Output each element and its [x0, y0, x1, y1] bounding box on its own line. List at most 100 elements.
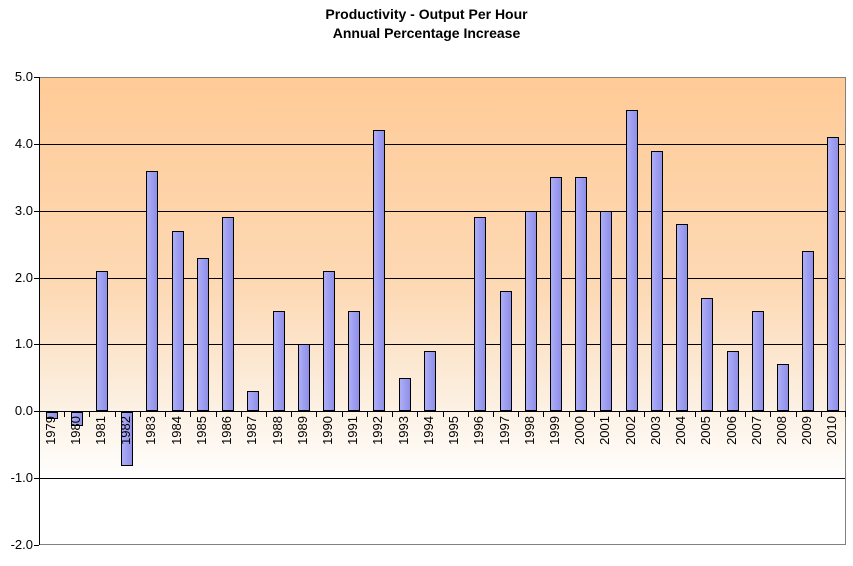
x-axis-label-2003: 2003	[647, 416, 663, 446]
x-axis-tick	[442, 412, 444, 418]
x-axis-tick	[845, 412, 846, 418]
x-axis-label-1989: 1989	[294, 416, 310, 446]
bar-1981	[96, 270, 109, 412]
bar-1979	[45, 412, 58, 419]
bar-2006	[726, 351, 739, 412]
x-axis-label-1994: 1994	[420, 416, 436, 446]
x-axis-tick	[492, 412, 494, 418]
x-axis-tick	[694, 412, 696, 418]
bar-1988	[272, 311, 285, 412]
x-axis-label-1993: 1993	[395, 416, 411, 446]
x-axis-label-1984: 1984	[168, 416, 184, 446]
x-axis-tick	[820, 412, 822, 418]
x-axis-tick	[518, 412, 520, 418]
bar-2001	[600, 210, 613, 412]
x-axis-tick	[165, 412, 167, 418]
x-axis-tick	[114, 412, 116, 418]
x-axis-label-1979: 1979	[42, 416, 58, 446]
x-axis-tick	[291, 412, 293, 418]
bar-1992	[373, 130, 386, 412]
x-axis-label-2004: 2004	[673, 416, 689, 446]
y-axis-tick	[34, 77, 39, 78]
x-axis-tick	[719, 412, 721, 418]
x-axis-tick	[190, 412, 192, 418]
gridline-2	[39, 277, 846, 279]
x-axis-label-1980: 1980	[67, 416, 83, 446]
x-axis-tick	[543, 412, 545, 418]
bar-1998	[524, 210, 537, 412]
x-axis-tick	[341, 412, 343, 418]
x-axis-label-2006: 2006	[723, 416, 739, 446]
y-axis-label-1.0: 1.0	[14, 336, 33, 352]
x-axis-label-1988: 1988	[269, 416, 285, 446]
x-axis-tick	[568, 412, 570, 418]
x-axis-tick	[39, 412, 40, 418]
x-axis-tick	[593, 412, 595, 418]
bar-1990	[323, 270, 336, 412]
x-axis-label-1998: 1998	[521, 416, 537, 446]
x-axis-label-2009: 2009	[799, 416, 815, 446]
bar-1986	[222, 217, 235, 412]
plot-area: 1979 1980 1981 1982 1983 1984 1985 1986 1987 1988…	[39, 77, 846, 545]
bar-2003	[650, 150, 663, 412]
x-axis-tick	[644, 412, 646, 418]
bar-2000	[575, 177, 588, 412]
plot-border-bottom	[39, 544, 846, 545]
x-axis-label-2007: 2007	[748, 416, 764, 446]
bar-1989	[297, 344, 310, 412]
x-axis-tick	[366, 412, 368, 418]
x-axis-label-1990: 1990	[320, 416, 336, 446]
y-axis-label--1.0: -1.0	[10, 470, 33, 486]
gridline--1	[39, 478, 846, 480]
x-axis-label-1982: 1982	[118, 416, 134, 446]
bar-2007	[751, 311, 764, 412]
bar-2002	[625, 110, 638, 412]
bar-1996	[474, 217, 487, 412]
y-axis-tick	[34, 277, 39, 279]
y-axis-label-3.0: 3.0	[14, 202, 33, 218]
x-axis-tick	[139, 412, 141, 418]
x-axis-label-2008: 2008	[773, 416, 789, 446]
gridline-4	[39, 143, 846, 145]
bar-1983	[146, 170, 159, 412]
x-axis-tick	[265, 412, 267, 418]
plot-border-right	[845, 77, 846, 545]
x-axis-tick	[669, 412, 671, 418]
bar-1980	[70, 412, 83, 426]
x-axis-label-1986: 1986	[219, 416, 235, 446]
x-axis-label-2005: 2005	[698, 416, 714, 446]
y-axis-tick	[34, 143, 39, 145]
x-axis-label-1996: 1996	[471, 416, 487, 446]
bar-1993	[398, 377, 411, 412]
x-axis-tick	[417, 412, 419, 418]
bar-1994	[423, 351, 436, 412]
y-axis-tick	[34, 411, 39, 413]
y-axis-label--2.0: -2.0	[10, 537, 33, 552]
y-axis-tick	[34, 344, 39, 346]
x-axis-tick	[215, 412, 217, 418]
x-axis-tick	[467, 412, 469, 418]
y-axis-label-2.0: 2.0	[14, 269, 33, 285]
x-axis-label-1983: 1983	[143, 416, 159, 446]
x-axis-label-1999: 1999	[546, 416, 562, 446]
x-axis-tick	[770, 412, 772, 418]
x-axis-label-2010: 2010	[824, 416, 840, 446]
x-axis-zero-line	[39, 411, 846, 413]
y-axis-label-5.0: 5.0	[14, 69, 33, 84]
y-axis-label-4.0: 4.0	[14, 135, 33, 151]
x-axis-tick	[795, 412, 797, 418]
x-axis-label-2002: 2002	[622, 416, 638, 446]
x-axis-label-1981: 1981	[93, 416, 109, 446]
plot-border-top	[39, 77, 846, 78]
bar-1991	[348, 311, 361, 412]
bar-2010	[827, 137, 840, 412]
chart-title: Productivity - Output Per Hour	[325, 6, 528, 22]
bar-1982	[121, 412, 134, 466]
bar-2004	[676, 224, 689, 412]
bar-2009	[802, 250, 815, 412]
x-axis-label-1995: 1995	[446, 416, 462, 446]
bar-2005	[701, 297, 714, 412]
bar-1984	[171, 230, 184, 412]
y-axis-tick	[34, 545, 39, 546]
x-axis-label-2000: 2000	[572, 416, 588, 446]
